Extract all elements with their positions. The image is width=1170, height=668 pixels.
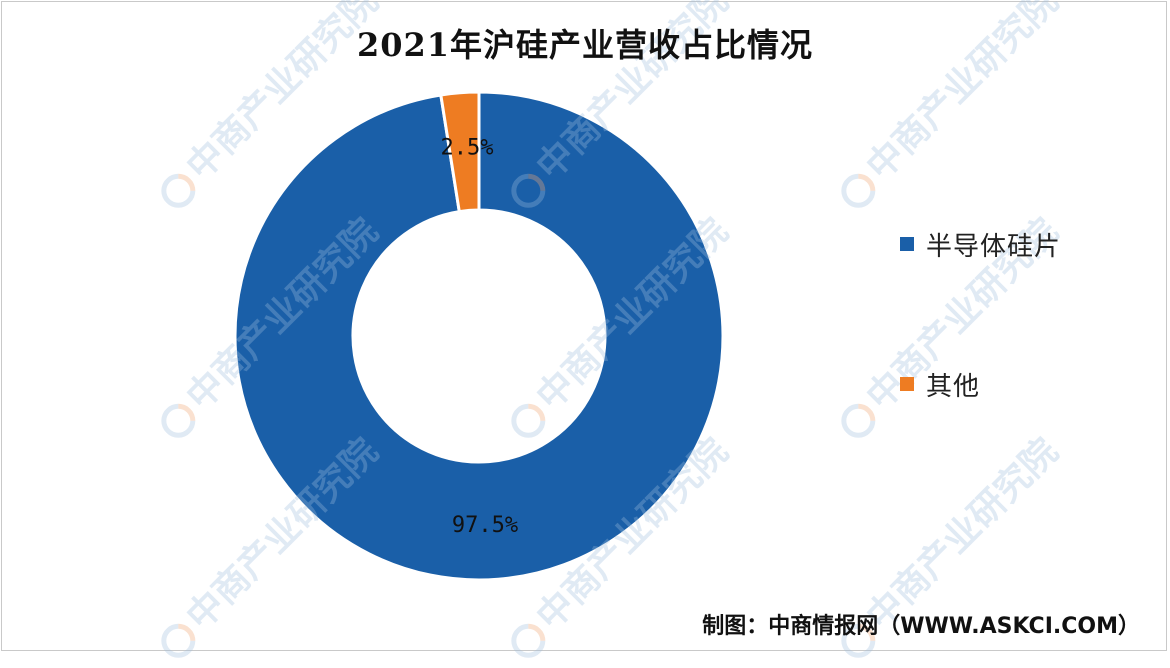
legend-label-other: 其他: [926, 371, 981, 402]
donut-chart: 97.5% 2.5%: [233, 90, 725, 582]
legend-label-semiconductor-wafer: 半导体硅片: [926, 231, 1062, 262]
legend-item-other: 其他: [900, 362, 1061, 406]
chart-title: 2021年沪硅产业营收占比情况: [356, 26, 814, 64]
data-labels: 97.5% 2.5%: [441, 136, 519, 538]
slice-other: [439, 90, 481, 214]
legend-swatch-semiconductor-wafer: [900, 237, 914, 251]
data-label-semiconductor-wafer: 97.5%: [452, 513, 518, 538]
source-note: 制图：中商情报网（WWW.ASKCI.COM）: [702, 614, 1140, 639]
donut-slices: [233, 90, 725, 582]
legend-item-semiconductor-wafer: 半导体硅片: [900, 222, 1061, 266]
slice-semiconductor-wafer: [233, 90, 725, 582]
chart-legend: 半导体硅片 其他: [900, 222, 1061, 502]
data-label-other: 2.5%: [441, 136, 494, 161]
legend-swatch-other: [900, 377, 914, 391]
